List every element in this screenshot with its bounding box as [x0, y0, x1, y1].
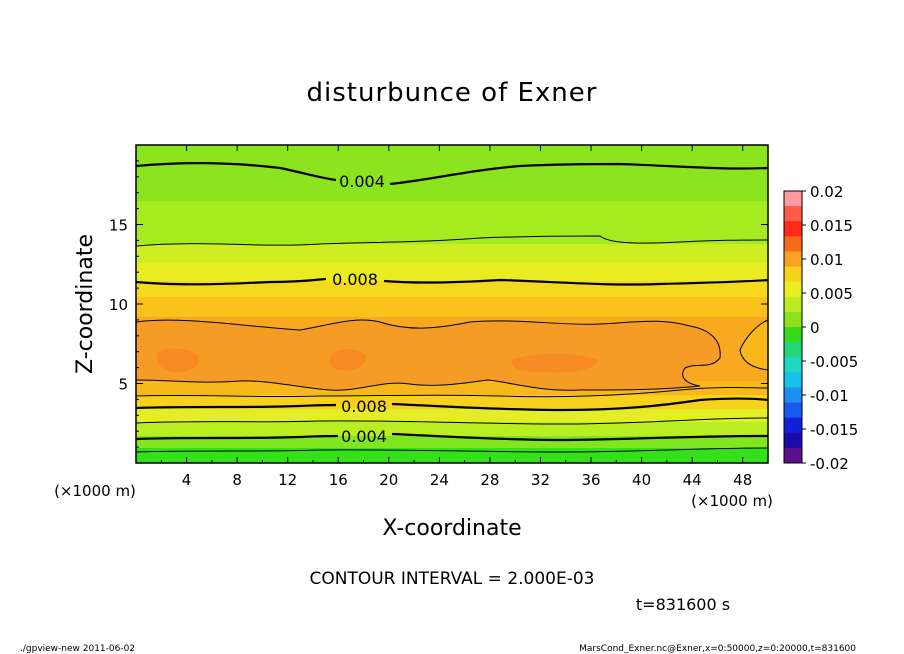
- colorbar-tick-label: 0: [810, 319, 820, 337]
- x-tick-label: 12: [278, 471, 297, 489]
- colorbar-segment: [784, 191, 802, 207]
- x-tick-label: 24: [430, 471, 449, 489]
- plot-area: 0.004 0.008 0.008 0.004: [135, 144, 769, 464]
- band-core: [136, 320, 721, 391]
- y-tick-label: 15: [109, 217, 128, 235]
- colorbar-segment: [784, 327, 802, 343]
- colorbar-segment: [784, 342, 802, 358]
- time-label: t=831600 s: [636, 595, 730, 614]
- x-axis: 4 8 12 16 20 24 28 32 36 40 44 48: [160, 145, 752, 489]
- colorbar-tick-label: -0.005: [810, 353, 858, 371]
- x-unit-right: (×1000 m): [691, 492, 773, 510]
- band-peak-4: [740, 320, 768, 370]
- band-z2: [136, 421, 768, 436]
- colorbar-segment: [784, 432, 802, 449]
- colorbar-segment: [784, 387, 802, 404]
- x-tick-label: 16: [329, 471, 348, 489]
- colorbar-tick-label: 0.02: [810, 183, 843, 201]
- band-peak-2: [329, 348, 366, 371]
- colorbar-segment: [784, 251, 802, 268]
- contour-line-core: [135, 319, 721, 391]
- contour-line-lower-0004: [135, 432, 769, 442]
- x-tick-label: 8: [232, 471, 242, 489]
- band-z12: [136, 145, 768, 201]
- colorbar-segment: [784, 281, 802, 298]
- x-tick-label: 48: [733, 471, 752, 489]
- colorbar-segment: [784, 402, 802, 419]
- y-axis-label: Z-coordinate: [73, 234, 98, 374]
- contour-line-lower-thin-1: [135, 387, 769, 398]
- y-axis: 5 10 15: [109, 160, 768, 448]
- colorbar-segment: [784, 266, 802, 283]
- contour-label: 0.008: [332, 270, 378, 289]
- band-z3: [136, 408, 768, 422]
- contour-line-lower-thin-2: [135, 417, 769, 425]
- colorbar-tick-label: -0.015: [810, 421, 858, 439]
- band-z7: [136, 296, 768, 317]
- colorbar-tick-label: -0.01: [810, 387, 849, 405]
- x-tick-label: 44: [683, 471, 702, 489]
- colorbar-segment: [784, 417, 802, 434]
- contour-lines: [135, 162, 769, 453]
- colorbar-segment: [784, 296, 802, 313]
- footer-left: ./gpview-new 2011-06-02: [20, 644, 135, 654]
- colorbar-segment: [784, 311, 802, 328]
- colorbar-tick-label: -0.02: [810, 455, 849, 473]
- x-axis-label: X-coordinate: [382, 516, 521, 541]
- band-z10: [136, 243, 768, 263]
- contour-line-right-loop: [739, 319, 769, 371]
- colorbar-segment: [784, 236, 802, 252]
- contour-interval: CONTOUR INTERVAL = 2.000E-03: [310, 569, 595, 589]
- colorbar: 0.02 0.015 0.01 0.005 0 -0.005 -0.01 -0.015 -0.0…: [783, 183, 858, 473]
- footer-right: MarsCond_Exner.nc@Exner,x=0:50000,z=0:20…: [579, 644, 856, 654]
- contour-line-top-0004: [135, 162, 769, 186]
- contour-line-upper-0008: [135, 277, 769, 286]
- colorbar-segment: [784, 221, 802, 237]
- contour-line-lower-0008: [135, 397, 769, 412]
- contour-label: 0.004: [339, 172, 385, 191]
- colorbar-segment: [784, 447, 802, 464]
- contour-line-bottom-thin: [135, 447, 769, 453]
- y-tick-label: 5: [118, 376, 128, 394]
- contour-label: 0.004: [341, 427, 387, 446]
- contour-label: 0.008: [341, 397, 387, 416]
- x-tick-label: 20: [379, 471, 398, 489]
- colorbar-segment: [784, 206, 802, 222]
- band-z11: [136, 200, 768, 244]
- x-tick-label: 32: [531, 471, 550, 489]
- contour-line-upper-thin: [135, 235, 769, 247]
- chart-title: disturbunce of Exner: [307, 78, 598, 108]
- x-tick-label: 4: [182, 471, 192, 489]
- colorbar-segment: [784, 357, 802, 373]
- x-tick-label: 40: [632, 471, 651, 489]
- colorbar-segment: [784, 372, 802, 388]
- x-unit-left: (×1000 m): [54, 482, 136, 500]
- colorbar-tick-label: 0.01: [810, 251, 843, 269]
- x-tick-label: 28: [480, 471, 499, 489]
- colorbar-tick-label: 0.015: [810, 217, 853, 235]
- x-tick-label: 36: [581, 471, 600, 489]
- band-peak-3: [511, 354, 598, 373]
- y-tick-label: 10: [109, 296, 128, 314]
- band-z9: [136, 262, 768, 281]
- colorbar-tick-label: 0.005: [810, 285, 853, 303]
- band-peak-1: [156, 348, 199, 373]
